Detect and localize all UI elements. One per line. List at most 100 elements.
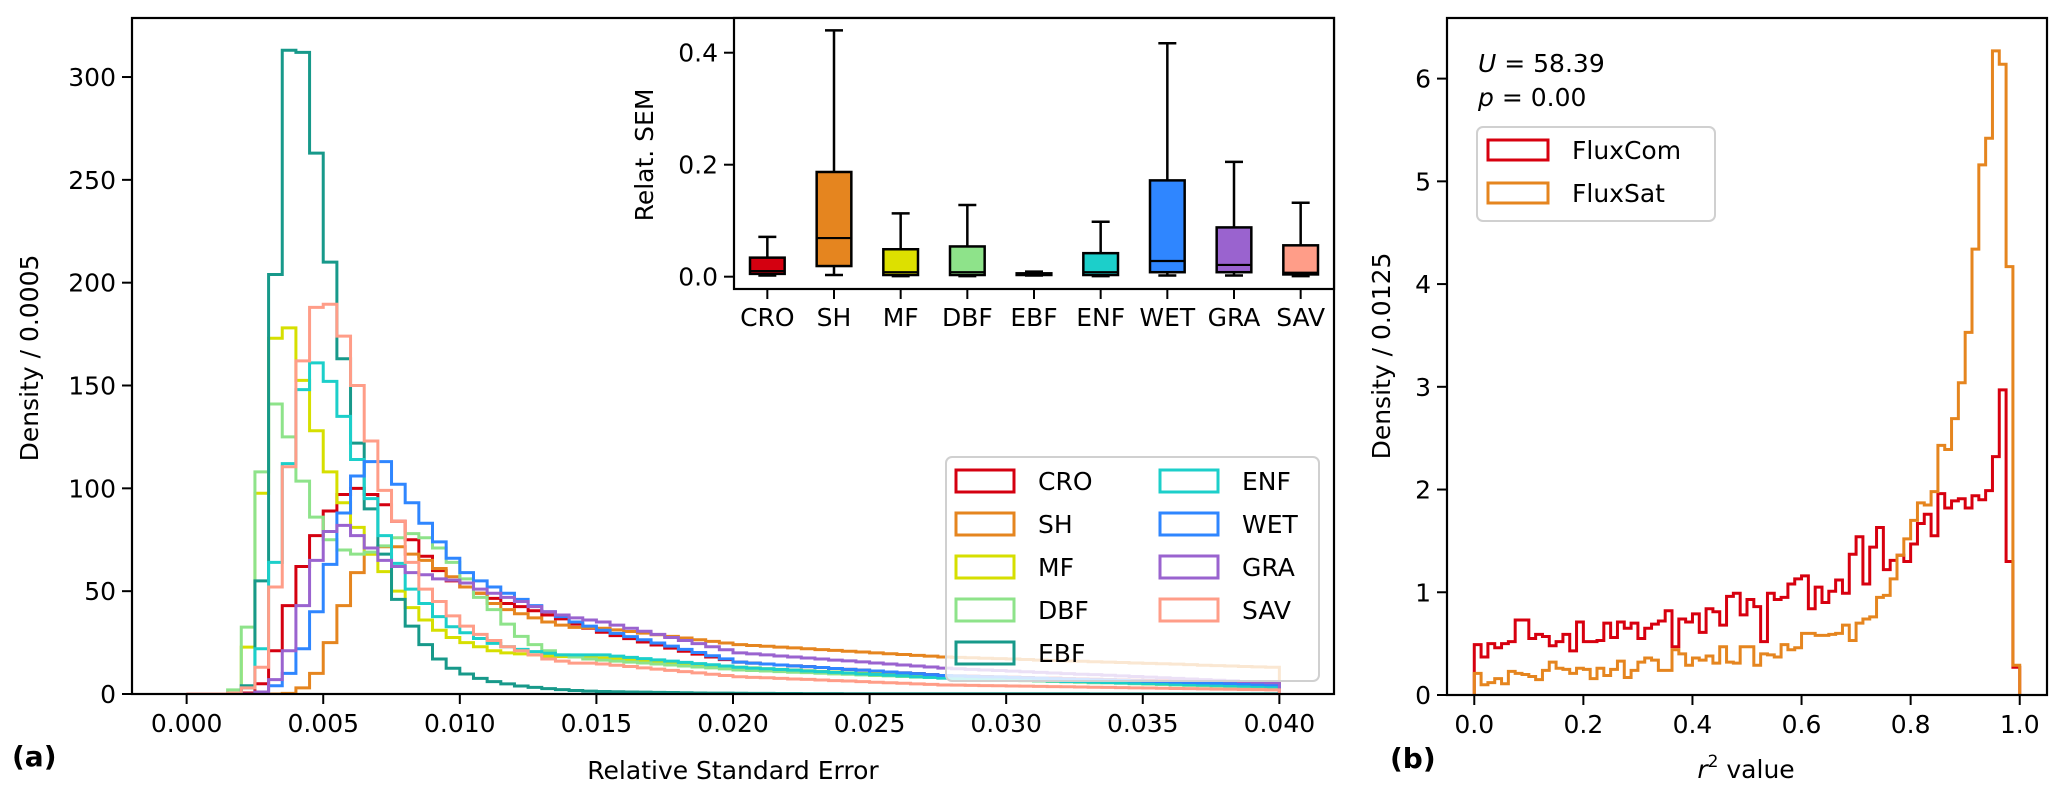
legend-swatch [1158,511,1220,537]
panel-label-b: (b) [1390,742,1436,775]
x-tick-label: 0.005 [287,709,359,738]
legend-label: GRA [1242,553,1295,582]
category-label: SAV [1276,303,1325,332]
stat-value: = 0.00 [1494,83,1587,112]
x-tick-label: 0.2 [1563,710,1603,739]
y-tick-label: 3 [1415,373,1431,402]
y-tick-label: 0.0 [678,263,718,292]
legend-swatch [954,640,1016,666]
category-label: CRO [740,303,795,332]
y-tick-label: 150 [68,372,116,401]
x-axis-label-superscript: 2 [1708,752,1719,772]
x-tick-label: 0.6 [1782,710,1822,739]
x-axis-label: Relative Standard Error [587,756,879,785]
box-gra [1215,160,1253,277]
inset-axes-frame [732,16,1336,291]
box-iqr [948,245,986,277]
legend-label: FluxSat [1572,179,1665,208]
box-iqr [1082,251,1120,277]
legend-label: SH [1038,510,1073,539]
box-cro [748,235,786,277]
y-tick-label: 0 [100,680,116,709]
hist-series-fluxsat [1472,49,2022,695]
category-label: SH [817,303,852,332]
inset-y-axis-label: Relat. SEM [630,89,659,222]
hist-series-sav [186,302,1281,694]
legend-entry-sh: SH [954,510,1073,539]
box-iqr [1148,179,1186,274]
box-iqr [748,256,786,276]
box-mf [882,212,920,278]
y-tick-label: 200 [68,269,116,298]
legend-label: DBF [1038,596,1089,625]
stat-symbol: p [1477,83,1494,112]
x-tick-label: 0.030 [970,709,1042,738]
legend-swatch [954,511,1016,537]
y-tick-label: 250 [68,166,116,195]
box-dbf [948,203,986,278]
panel-b-axes-frame [1445,16,2049,697]
y-tick-label: 0.4 [678,39,718,68]
x-tick-label: 0.025 [834,709,906,738]
legend-label: CRO [1038,467,1093,496]
legend-swatch [1158,554,1220,580]
legend-label: FluxCom [1572,136,1681,165]
legend-entry-sav: SAV [1158,596,1291,625]
x-tick-label: 0.020 [697,709,769,738]
x-axis-label-text: value [1718,755,1794,784]
y-tick-label: 0 [1415,681,1431,710]
x-tick-label: 1.0 [2000,710,2040,739]
x-axis-label: r2 value [1697,752,1794,784]
legend-entry-fluxcom: FluxCom [1486,136,1681,165]
legend-entry-ebf: EBF [954,639,1085,668]
category-label: WET [1139,303,1196,332]
legend-label: ENF [1242,467,1291,496]
hist-series-fluxcom [1472,388,2022,695]
legend-entry-mf: MF [954,553,1074,582]
legend-entry-enf: ENF [1158,467,1291,496]
y-tick-label: 6 [1415,65,1431,94]
box-enf [1082,220,1120,278]
y-tick-label: 50 [84,577,116,606]
legend-swatch [954,597,1016,623]
hist-series-enf [186,361,1281,694]
box-iqr [882,247,920,277]
legend-swatch [954,468,1016,494]
x-tick-label: 0.035 [1107,709,1179,738]
y-tick-label: 2 [1415,476,1431,505]
legend-entry-dbf: DBF [954,596,1089,625]
legend-swatch [1158,597,1220,623]
y-axis-label: Density / 0.0125 [1367,253,1396,460]
legend-label: SAV [1242,596,1291,625]
legend-swatch [954,554,1016,580]
box-wet [1148,41,1186,277]
legend-label: MF [1038,553,1074,582]
legend-panel-a: CRO SH MF DBF EBF ENF WET GRA SAV [945,456,1320,682]
legend-entry-wet: WET [1158,510,1299,539]
y-tick-label: 5 [1415,167,1431,196]
y-tick-label: 4 [1415,270,1431,299]
stat-annotation: p = 0.00 [1477,83,1586,112]
legend-frame [945,456,1320,682]
stat-value: = 58.39 [1496,49,1604,78]
category-label: MF [883,303,919,332]
legend-panel-b: FluxCom FluxSat [1476,126,1716,222]
x-tick-label: 0.8 [1891,710,1931,739]
box-iqr [1282,244,1320,276]
box-ebf [1015,270,1053,277]
category-label: EBF [1010,303,1057,332]
category-label: GRA [1208,303,1261,332]
category-label: DBF [942,303,993,332]
legend-label: WET [1242,510,1299,539]
x-tick-label: 0.000 [151,709,223,738]
legend-entry-cro: CRO [954,467,1093,496]
y-tick-label: 0.2 [678,151,718,180]
x-tick-label: 0.040 [1244,709,1316,738]
y-axis-label: Density / 0.0005 [15,255,44,462]
box-sh [815,29,853,277]
x-tick-label: 0.4 [1673,710,1713,739]
y-tick-label: 100 [68,474,116,503]
y-tick-label: 300 [68,63,116,92]
